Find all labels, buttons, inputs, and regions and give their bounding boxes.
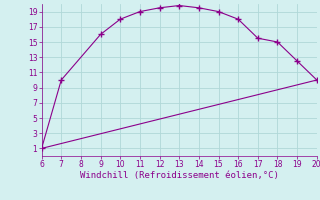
X-axis label: Windchill (Refroidissement éolien,°C): Windchill (Refroidissement éolien,°C)	[80, 171, 279, 180]
